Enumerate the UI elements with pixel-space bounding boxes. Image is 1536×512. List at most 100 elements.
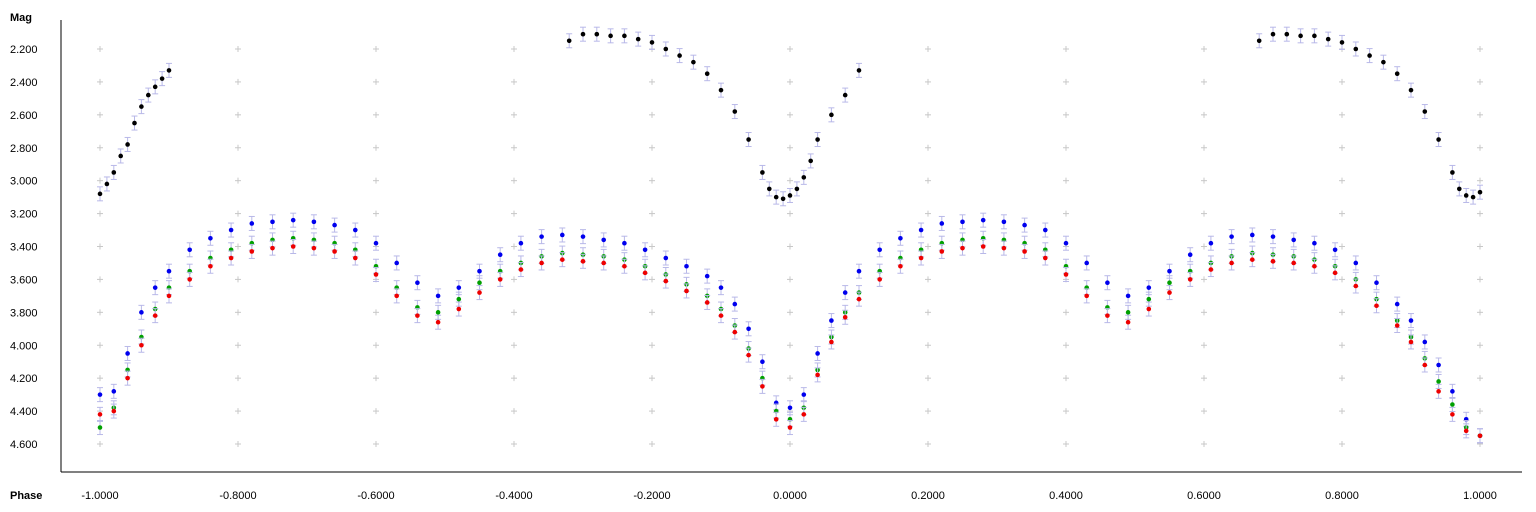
data-marker [1394,71,1400,76]
grid-plus [649,375,655,382]
x-tick-label: 0.2000 [911,490,945,502]
data-point [1125,288,1132,304]
y-tick-label: 2.400 [10,77,38,89]
data-marker [580,31,586,37]
data-marker [594,31,600,37]
grid-plus [97,144,103,151]
data-point [110,383,117,399]
data-marker [1105,280,1110,286]
data-marker [960,245,965,251]
data-marker [1312,33,1317,39]
data-point [152,280,159,296]
data-marker [146,92,151,98]
y-tick-label: 4.400 [10,406,38,418]
data-point [897,258,904,274]
data-marker [152,84,158,90]
data-marker [187,277,192,282]
data-marker [1450,412,1455,417]
grid-plus [373,375,379,382]
data-marker [139,342,144,348]
data-point [290,239,297,254]
data-point [1325,31,1332,47]
data-marker [560,232,565,238]
grid-plus [511,111,517,118]
data-marker [1084,293,1089,299]
data-marker [270,219,275,225]
grid-plus [1477,342,1483,349]
data-marker [311,219,317,225]
data-point [1477,184,1483,200]
data-point [1421,334,1428,350]
data-marker [746,137,751,142]
data-point [1283,26,1290,42]
data-marker [980,244,986,249]
data-marker [311,245,317,251]
data-marker [760,359,765,365]
data-marker [435,310,441,315]
data-point [1408,82,1414,98]
grid-plus [1201,309,1207,316]
data-marker [780,196,786,202]
data-point [517,262,524,278]
data-marker [1208,240,1214,246]
data-marker [829,339,834,345]
data-marker [435,293,441,299]
data-marker [642,247,648,253]
data-point [124,136,131,152]
grid-plus [1201,408,1207,415]
grid-plus [649,243,655,250]
data-point [566,33,573,49]
data-marker [1353,260,1359,266]
data-point [1145,301,1152,317]
data-marker [718,87,724,93]
data-point [1000,214,1007,230]
grid-plus [1339,342,1345,349]
grid-plus [1477,309,1483,316]
data-marker [1477,433,1483,439]
grid-plus [235,276,241,283]
data-point [152,79,159,95]
grid-plus [97,210,103,217]
data-marker [373,272,379,277]
data-point [331,217,338,233]
grid-plus [373,177,379,184]
data-marker [1167,280,1172,286]
data-point [1021,243,1028,259]
data-point [1207,235,1214,251]
grid-plus [1063,441,1069,447]
data-marker [477,290,482,295]
data-point [828,107,835,123]
grid-plus [1339,276,1345,283]
data-marker [518,267,524,272]
data-point [1249,252,1256,268]
data-marker [856,268,862,274]
data-point [759,164,766,180]
grid-plus [1063,144,1069,151]
data-marker [456,296,462,302]
data-marker [746,326,751,332]
data-marker [1125,293,1131,299]
data-point [1352,41,1359,57]
data-marker [760,384,765,389]
data-marker [1291,260,1296,266]
grid-plus [1339,177,1345,184]
data-marker [842,314,848,320]
data-marker [477,268,482,274]
grid-plus [1477,276,1483,283]
data-marker [1353,46,1359,52]
data-point [642,242,649,258]
grid-plus [649,144,655,151]
data-point [310,214,317,230]
data-marker [1408,87,1414,93]
data-marker [353,255,358,261]
data-point [745,132,752,148]
grid-plus [373,210,379,217]
data-point [1042,250,1049,266]
data-marker [773,194,779,200]
grid-plus [1477,78,1483,85]
grid-plus [1063,111,1069,118]
data-point [124,370,131,386]
grid-plus [925,441,931,447]
grid-plus [97,243,103,250]
